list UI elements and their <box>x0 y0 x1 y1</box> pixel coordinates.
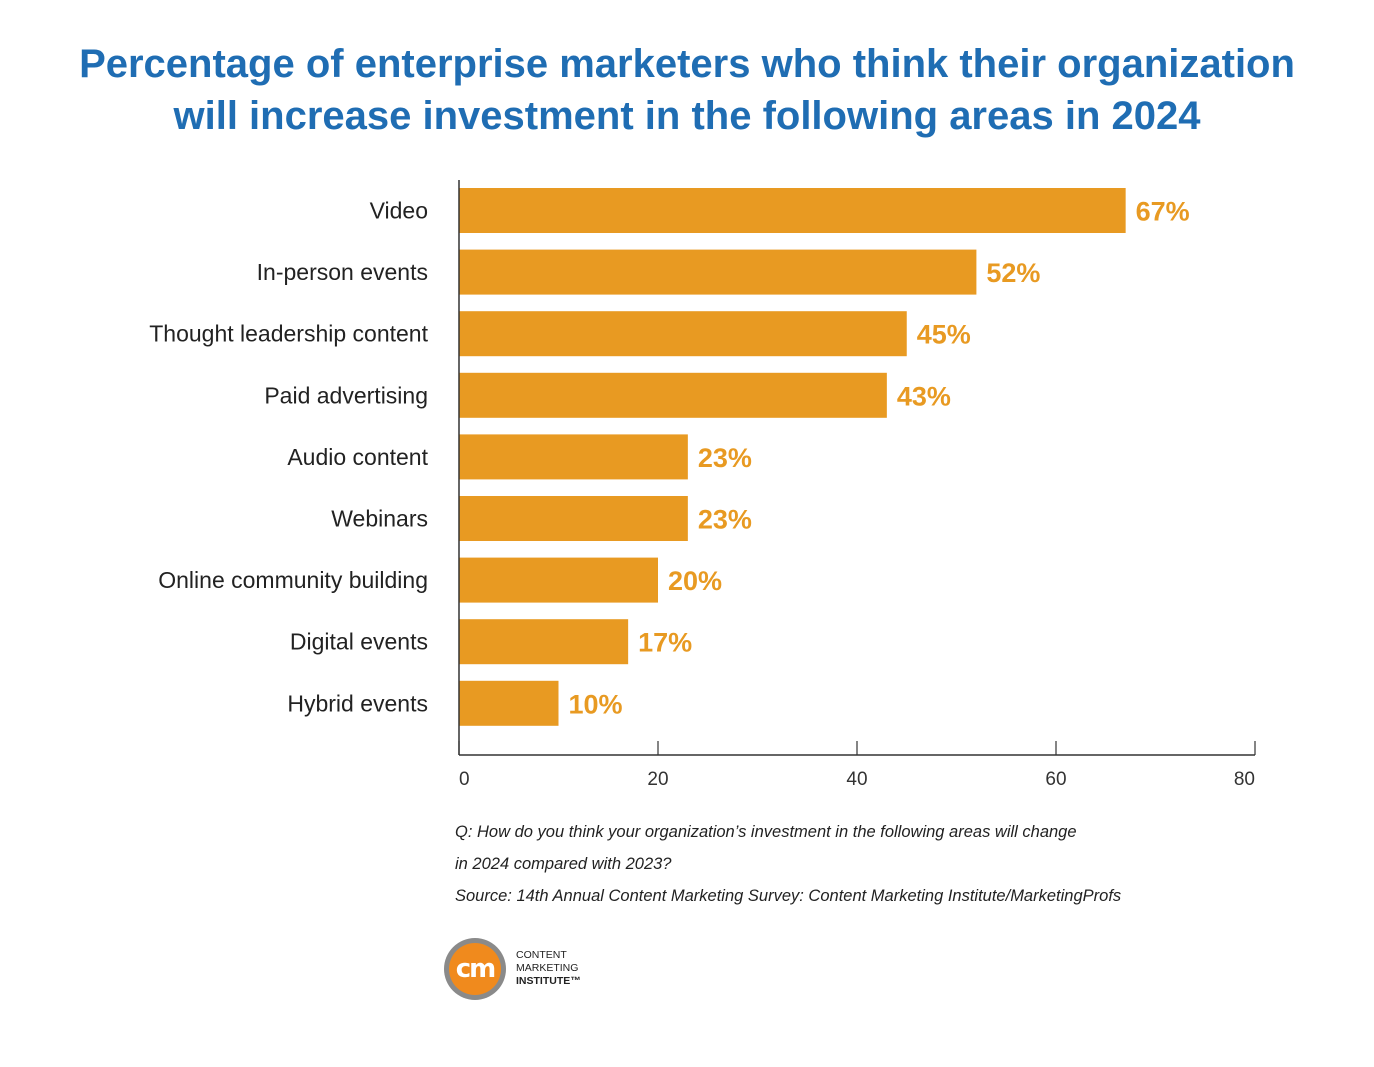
category-label-online-community-building: Online community building <box>158 567 428 593</box>
category-label-thought-leadership-content: Thought leadership content <box>149 321 428 347</box>
bar-audio-content <box>459 434 688 480</box>
source-note: Source: 14th Annual Content Marketing Su… <box>455 887 1122 905</box>
logo-line-2: MARKETING <box>516 962 579 974</box>
x-tick-label-0: 0 <box>459 769 470 790</box>
x-tick-label-80: 80 <box>1234 769 1255 790</box>
logo-line-1: CONTENT <box>516 949 567 961</box>
category-label-digital-events: Digital events <box>290 629 428 655</box>
category-label-video: Video <box>370 198 428 224</box>
survey-question-line-1: Q: How do you think your organization’s … <box>455 823 1077 841</box>
category-label-webinars: Webinars <box>331 506 428 532</box>
bar-digital-events <box>459 619 629 665</box>
value-label-hybrid-events: 10% <box>569 689 623 719</box>
category-label-audio-content: Audio content <box>287 444 428 470</box>
survey-question-line-2: in 2024 compared with 2023? <box>455 855 672 873</box>
category-label-hybrid-events: Hybrid events <box>287 690 428 716</box>
chart-title-line-2: will increase investment in the followin… <box>173 94 1201 138</box>
bar-online-community-building <box>459 557 658 603</box>
chart-title: Percentage of enterprise marketers who t… <box>0 38 1374 142</box>
value-label-digital-events: 17% <box>638 628 692 658</box>
bar-video <box>459 188 1126 233</box>
bar-thought-leadership-content <box>459 311 907 357</box>
bar-webinars <box>459 496 688 541</box>
x-tick-label-20: 20 <box>647 769 668 790</box>
category-label-paid-advertising: Paid advertising <box>264 382 428 408</box>
chart-notes: Q: How do you think your organization’s … <box>455 816 1335 912</box>
x-tick-label-60: 60 <box>1045 769 1066 790</box>
logo-mark: cm <box>449 943 501 995</box>
category-label-in-person-events: In-person events <box>257 259 428 285</box>
value-label-online-community-building: 20% <box>668 566 722 596</box>
chart-title-line-1: Percentage of enterprise marketers who t… <box>79 42 1295 86</box>
value-label-audio-content: 23% <box>698 443 752 473</box>
cmi-logo: cm CONTENT MARKETING INSTITUTE™ <box>444 938 644 1008</box>
logo-line-3: INSTITUTE™ <box>516 975 581 987</box>
value-label-paid-advertising: 43% <box>897 381 951 411</box>
bar-chart: Video 67% In-person events 52% Thought leade… <box>149 180 1256 790</box>
value-label-thought-leadership-content: 45% <box>917 320 971 350</box>
logo-circle-icon: cm <box>444 938 506 1000</box>
value-label-video: 67% <box>1136 197 1190 227</box>
bar-in-person-events <box>459 249 977 295</box>
bar-paid-advertising <box>459 372 887 418</box>
logo-wordmark: CONTENT MARKETING INSTITUTE™ <box>516 949 581 988</box>
value-label-webinars: 23% <box>698 505 752 535</box>
x-tick-label-40: 40 <box>846 769 867 790</box>
bar-hybrid-events <box>459 680 559 726</box>
value-label-in-person-events: 52% <box>986 258 1040 288</box>
